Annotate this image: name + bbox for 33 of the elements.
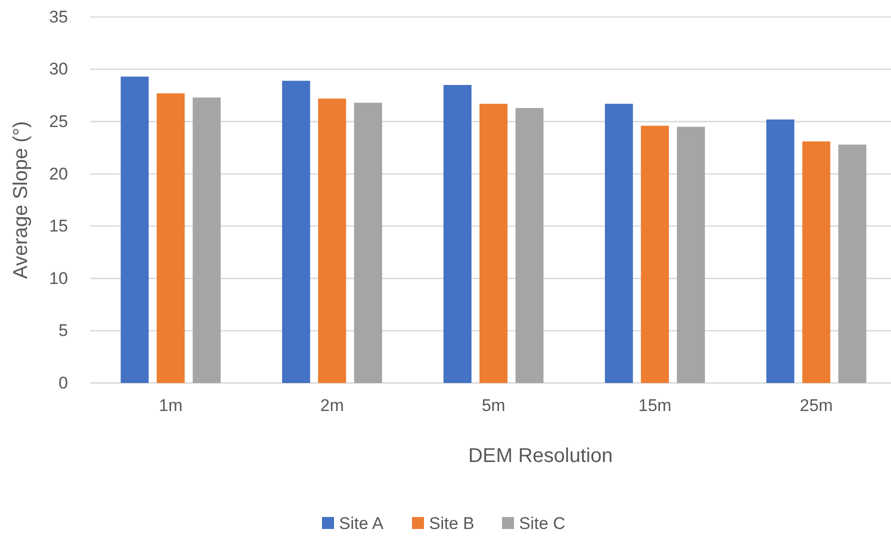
y-tick-label: 0 xyxy=(58,373,68,392)
y-tick-label: 10 xyxy=(49,268,68,288)
bar xyxy=(192,98,221,383)
y-tick-label: 25 xyxy=(49,112,68,132)
legend-label: Site A xyxy=(339,514,384,533)
bar xyxy=(838,144,866,383)
bar xyxy=(480,104,508,383)
bar xyxy=(676,126,705,383)
bar xyxy=(318,98,346,383)
y-axis-title: Average Slope (°) xyxy=(10,121,32,279)
y-tick-label: 30 xyxy=(49,60,68,79)
bar xyxy=(640,126,669,383)
bar xyxy=(604,104,633,383)
x-tick-label: 2m xyxy=(320,396,344,416)
y-tick-label: 35 xyxy=(49,7,68,26)
bar xyxy=(282,80,310,383)
x-tick-label: 1m xyxy=(158,396,183,416)
bar xyxy=(802,141,830,383)
x-tick-label: 25m xyxy=(800,396,833,416)
bar xyxy=(120,76,149,383)
bar xyxy=(766,119,794,383)
bar xyxy=(516,108,544,383)
bar xyxy=(354,102,382,383)
y-tick-label: 20 xyxy=(49,164,68,184)
bar xyxy=(156,93,185,383)
y-tick-label: 5 xyxy=(58,321,68,340)
bar xyxy=(444,84,472,383)
x-axis-title: DEM Resolution xyxy=(468,445,613,467)
x-tick-label: 15m xyxy=(638,396,672,416)
x-tick-label: 5m xyxy=(482,396,506,416)
y-tick-label: 15 xyxy=(49,216,68,236)
legend-label: Site B xyxy=(429,514,474,533)
legend-label: Site C xyxy=(519,514,566,533)
